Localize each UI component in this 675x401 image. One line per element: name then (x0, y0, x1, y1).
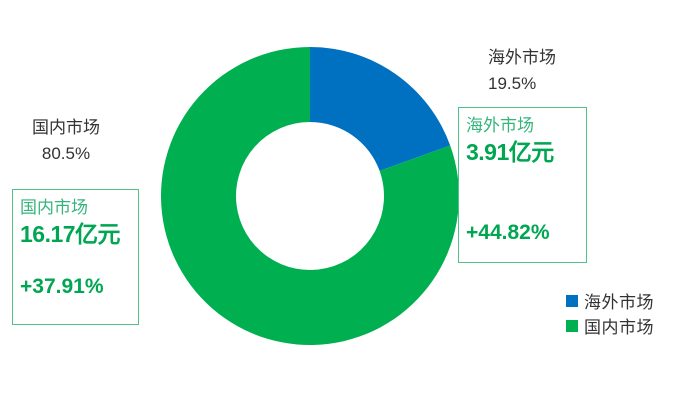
legend-swatch-domestic (566, 319, 578, 332)
domestic-callout-growth: +37.91% (20, 275, 104, 298)
overseas-callout-box: 海外市场 3.91亿元 +44.82% (458, 107, 587, 263)
overseas-callout-growth: +44.82% (466, 221, 550, 244)
domestic-callout-title: 国内市场 (20, 198, 88, 217)
legend-swatch-overseas (566, 294, 578, 307)
domestic-outer-label: 国内市场 80.5% (8, 115, 124, 167)
overseas-outer-label-name: 海外市场 (488, 48, 556, 67)
overseas-outer-label: 海外市场 19.5% (488, 45, 598, 97)
domestic-callout-box: 国内市场 16.17亿元 +37.91% (12, 189, 139, 325)
domestic-outer-label-name: 国内市场 (32, 118, 100, 137)
chart-legend: 海外市场 国内市场 (566, 288, 654, 338)
overseas-callout-value: 3.91亿元 (466, 139, 554, 165)
legend-item-overseas: 海外市场 (566, 288, 654, 313)
overseas-outer-label-percent: 19.5% (488, 74, 537, 93)
legend-label-overseas: 海外市场 (584, 293, 654, 312)
donut-slice-1 (160, 47, 459, 345)
overseas-callout-title: 海外市场 (466, 116, 534, 135)
domestic-outer-label-percent: 80.5% (41, 144, 91, 163)
legend-item-domestic: 国内市场 (566, 313, 654, 338)
donut-slice-0 (310, 47, 451, 171)
domestic-callout-value: 16.17亿元 (20, 221, 121, 247)
legend-label-domestic: 国内市场 (584, 318, 654, 337)
